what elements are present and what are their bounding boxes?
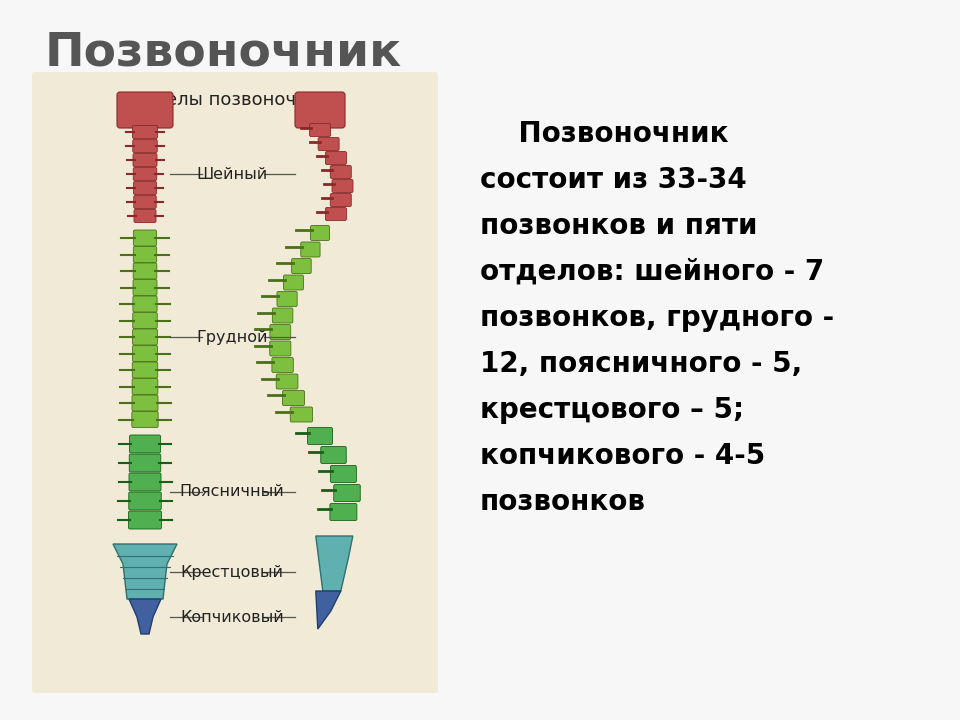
FancyBboxPatch shape bbox=[129, 492, 161, 510]
FancyBboxPatch shape bbox=[132, 379, 157, 395]
FancyBboxPatch shape bbox=[132, 329, 157, 345]
Polygon shape bbox=[113, 544, 177, 599]
FancyBboxPatch shape bbox=[330, 166, 351, 179]
Text: Отделы позвоночника: Отделы позвоночника bbox=[129, 90, 341, 108]
FancyBboxPatch shape bbox=[283, 275, 303, 290]
FancyBboxPatch shape bbox=[270, 325, 291, 340]
Polygon shape bbox=[316, 591, 341, 629]
Polygon shape bbox=[316, 536, 353, 591]
Text: крестцового – 5;: крестцового – 5; bbox=[480, 396, 744, 424]
FancyBboxPatch shape bbox=[132, 125, 157, 138]
FancyBboxPatch shape bbox=[130, 435, 160, 453]
Polygon shape bbox=[129, 599, 161, 634]
FancyBboxPatch shape bbox=[282, 390, 304, 405]
FancyBboxPatch shape bbox=[272, 358, 294, 372]
FancyBboxPatch shape bbox=[32, 72, 438, 693]
FancyBboxPatch shape bbox=[133, 168, 156, 181]
FancyBboxPatch shape bbox=[332, 179, 353, 192]
FancyBboxPatch shape bbox=[134, 210, 156, 222]
FancyBboxPatch shape bbox=[133, 181, 156, 194]
FancyBboxPatch shape bbox=[292, 258, 311, 274]
FancyBboxPatch shape bbox=[129, 473, 161, 491]
FancyBboxPatch shape bbox=[133, 196, 156, 209]
FancyBboxPatch shape bbox=[330, 194, 351, 207]
Text: Крестцовый: Крестцовый bbox=[180, 564, 283, 580]
Text: Копчиковый: Копчиковый bbox=[180, 610, 284, 624]
Text: позвонков: позвонков bbox=[480, 488, 646, 516]
Text: позвонков и пяти: позвонков и пяти bbox=[480, 212, 757, 240]
Text: Шейный: Шейный bbox=[197, 166, 268, 181]
FancyBboxPatch shape bbox=[290, 407, 313, 422]
FancyBboxPatch shape bbox=[270, 341, 291, 356]
FancyBboxPatch shape bbox=[309, 124, 330, 137]
FancyBboxPatch shape bbox=[321, 446, 347, 464]
FancyBboxPatch shape bbox=[300, 242, 320, 257]
FancyBboxPatch shape bbox=[117, 92, 173, 128]
FancyBboxPatch shape bbox=[325, 151, 347, 164]
FancyBboxPatch shape bbox=[307, 428, 332, 444]
Text: позвонков, грудного -: позвонков, грудного - bbox=[480, 304, 834, 332]
FancyBboxPatch shape bbox=[129, 511, 161, 529]
Text: Позвоночник: Позвоночник bbox=[45, 30, 402, 75]
FancyBboxPatch shape bbox=[318, 138, 339, 150]
FancyBboxPatch shape bbox=[132, 346, 157, 361]
Text: отделов: шейного - 7: отделов: шейного - 7 bbox=[480, 258, 825, 286]
FancyBboxPatch shape bbox=[132, 140, 157, 153]
FancyBboxPatch shape bbox=[277, 292, 298, 307]
FancyBboxPatch shape bbox=[133, 230, 156, 246]
FancyBboxPatch shape bbox=[334, 485, 360, 502]
FancyBboxPatch shape bbox=[310, 225, 329, 240]
FancyBboxPatch shape bbox=[295, 92, 345, 128]
Text: Грудной: Грудной bbox=[196, 330, 268, 344]
FancyBboxPatch shape bbox=[132, 412, 158, 428]
FancyBboxPatch shape bbox=[130, 454, 160, 472]
Text: Позвоночник: Позвоночник bbox=[480, 120, 729, 148]
Text: состоит из 33-34: состоит из 33-34 bbox=[480, 166, 747, 194]
FancyBboxPatch shape bbox=[273, 308, 293, 323]
FancyBboxPatch shape bbox=[330, 466, 356, 482]
FancyBboxPatch shape bbox=[133, 153, 157, 166]
FancyBboxPatch shape bbox=[132, 296, 157, 312]
FancyBboxPatch shape bbox=[133, 246, 156, 263]
FancyBboxPatch shape bbox=[133, 263, 156, 279]
FancyBboxPatch shape bbox=[133, 279, 156, 295]
FancyBboxPatch shape bbox=[132, 395, 158, 411]
FancyBboxPatch shape bbox=[132, 362, 157, 378]
FancyBboxPatch shape bbox=[330, 503, 357, 521]
Text: копчикового - 4-5: копчикового - 4-5 bbox=[480, 442, 765, 470]
FancyBboxPatch shape bbox=[132, 312, 157, 328]
Text: 12, поясничного - 5,: 12, поясничного - 5, bbox=[480, 350, 803, 378]
FancyBboxPatch shape bbox=[325, 207, 347, 220]
Text: Поясничный: Поясничный bbox=[180, 484, 284, 499]
FancyBboxPatch shape bbox=[276, 374, 298, 389]
